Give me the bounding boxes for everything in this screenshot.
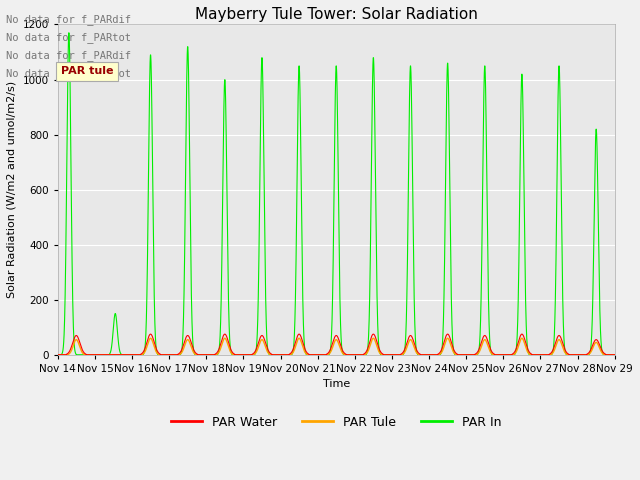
Title: Mayberry Tule Tower: Solar Radiation: Mayberry Tule Tower: Solar Radiation [195,7,477,22]
X-axis label: Time: Time [323,379,350,389]
Text: No data for f_PARtot: No data for f_PARtot [6,32,131,43]
Y-axis label: Solar Radiation (W/m2 and umol/m2/s): Solar Radiation (W/m2 and umol/m2/s) [7,81,17,298]
Text: No data for f_PARdif: No data for f_PARdif [6,50,131,61]
Legend: PAR Water, PAR Tule, PAR In: PAR Water, PAR Tule, PAR In [166,410,507,433]
Text: No data for f_PARdif: No data for f_PARdif [6,13,131,24]
Text: No data for f_PARtot: No data for f_PARtot [6,68,131,79]
Text: PAR tule: PAR tule [61,66,113,76]
